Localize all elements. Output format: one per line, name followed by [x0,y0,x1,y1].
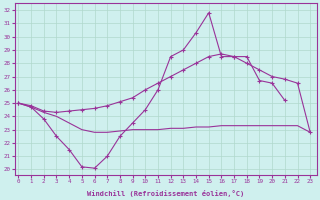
X-axis label: Windchill (Refroidissement éolien,°C): Windchill (Refroidissement éolien,°C) [87,190,244,197]
